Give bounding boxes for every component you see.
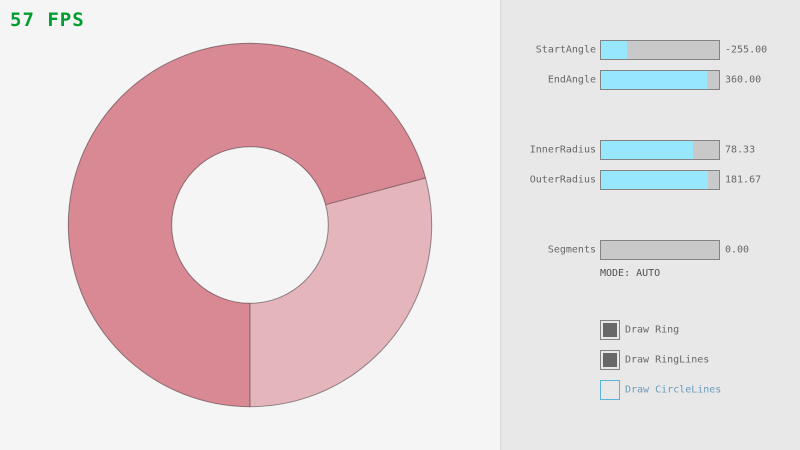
slider-row-start-angle: StartAngle -255.00: [0, 40, 800, 60]
start-angle-slider[interactable]: [600, 40, 720, 60]
segments-value: 0.00: [725, 244, 750, 256]
outer-radius-slider-fill: [601, 171, 708, 189]
checkbox-row-draw-ringlines: Draw RingLines: [0, 350, 800, 370]
inner-radius-value: 78.33: [725, 144, 756, 156]
slider-row-end-angle: EndAngle 360.00: [0, 70, 800, 90]
fps-counter: 57 FPS: [10, 9, 85, 31]
draw-ringlines-checkbox[interactable]: [600, 350, 620, 370]
end-angle-label: EndAngle: [547, 74, 596, 86]
end-angle-slider[interactable]: [600, 70, 720, 90]
start-angle-value: -255.00: [725, 44, 768, 56]
draw-ringlines-checkmark-icon: [603, 353, 617, 367]
inner-radius-slider-fill: [601, 141, 693, 159]
checkbox-row-draw-ring: Draw Ring: [0, 320, 800, 340]
draw-ring-label: Draw Ring: [625, 324, 680, 336]
draw-circlelines-checkbox[interactable]: [600, 380, 620, 400]
drawing-canvas: [67, 42, 433, 408]
draw-circlelines-label: Draw CircleLines: [625, 384, 722, 396]
ring-outer-line: [67, 42, 433, 408]
ring-sector-overlap: [68, 43, 426, 407]
ring-end-line: [325, 177, 426, 206]
ring-graphic: [67, 42, 433, 408]
segments-mode-text: MODE: AUTO: [600, 268, 661, 279]
slider-row-outer-radius: OuterRadius 181.67: [0, 170, 800, 190]
slider-row-inner-radius: InnerRadius 78.33: [0, 140, 800, 160]
start-angle-label: StartAngle: [535, 44, 596, 56]
end-angle-value: 360.00: [725, 74, 762, 86]
checkbox-row-draw-circlelines: Draw CircleLines: [0, 380, 800, 400]
segments-label: Segments: [547, 244, 596, 256]
slider-row-segments: Segments 0.00: [0, 240, 800, 260]
draw-ringlines-label: Draw RingLines: [625, 354, 710, 366]
draw-ring-checkbox[interactable]: [600, 320, 620, 340]
outer-radius-slider[interactable]: [600, 170, 720, 190]
end-angle-slider-fill: [601, 71, 707, 89]
inner-radius-label: InnerRadius: [529, 144, 596, 156]
outer-radius-value: 181.67: [725, 174, 762, 186]
draw-ring-checkmark-icon: [603, 323, 617, 337]
ring-inner-line: [171, 146, 329, 304]
segments-slider[interactable]: [600, 240, 720, 260]
ring-sector-single: [250, 178, 432, 407]
start-angle-slider-fill: [601, 41, 627, 59]
inner-radius-slider[interactable]: [600, 140, 720, 160]
outer-radius-label: OuterRadius: [529, 174, 596, 186]
